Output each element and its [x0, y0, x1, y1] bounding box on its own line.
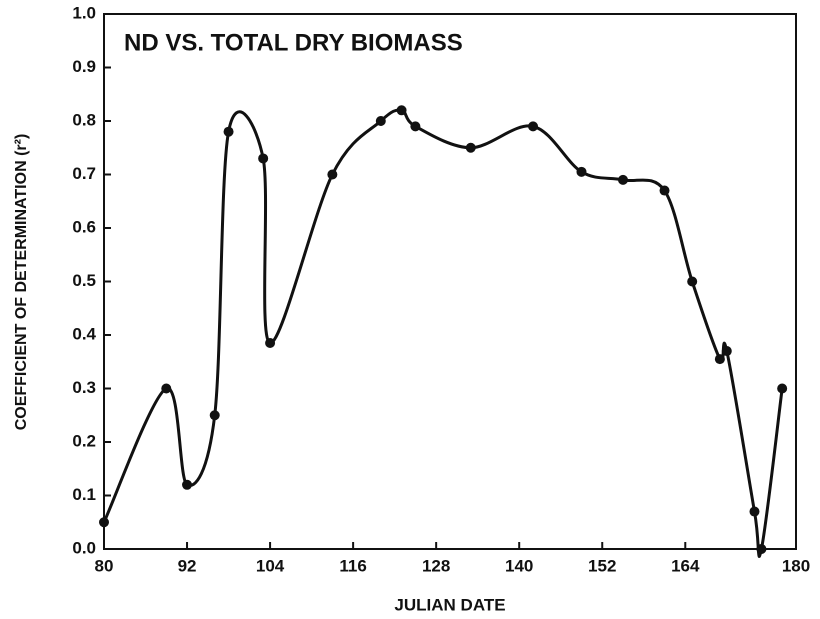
data-point	[258, 153, 269, 164]
x-tick-label: 92	[178, 556, 197, 575]
y-tick-label: 0.6	[72, 217, 96, 236]
data-point	[375, 116, 386, 126]
x-tick-label: 116	[339, 556, 366, 575]
data-point	[659, 185, 670, 196]
x-tick-label: 180	[782, 556, 810, 575]
data-point	[721, 346, 732, 357]
x-tick-label: 152	[588, 556, 616, 575]
y-tick-label: 0.0	[72, 538, 96, 557]
data-point	[161, 383, 172, 394]
y-tick-label: 0.3	[72, 378, 96, 397]
x-tick-label: 104	[256, 556, 285, 575]
data-point	[465, 142, 476, 153]
data-point	[327, 169, 338, 180]
data-point	[528, 121, 539, 132]
data-point	[618, 174, 628, 185]
y-tick-label: 1.0	[72, 3, 96, 22]
data-point	[410, 121, 421, 132]
data-point	[265, 338, 276, 349]
chart-title: ND VS. TOTAL DRY BIOMASS	[124, 29, 463, 56]
y-tick-label: 0.1	[72, 485, 96, 504]
data-point	[749, 506, 760, 517]
y-tick-label: 0.2	[72, 431, 96, 450]
data-point	[396, 105, 407, 116]
y-tick-label: 0.4	[72, 324, 96, 343]
x-axis-label: JULIAN DATE	[394, 595, 505, 614]
data-point	[182, 479, 193, 490]
data-point	[209, 410, 220, 421]
x-tick-label: 128	[422, 556, 450, 575]
y-tick-label: 0.5	[72, 271, 96, 290]
data-point	[687, 276, 698, 287]
x-tick-label: 80	[95, 556, 114, 575]
data-line	[102, 108, 784, 558]
x-tick-label: 140	[505, 556, 533, 575]
x-tick-label: 164	[671, 556, 700, 575]
y-axis-label: COEFFICIENT OF DETERMINATION (r²)	[13, 134, 30, 431]
data-point	[777, 383, 788, 394]
data-point	[714, 354, 725, 365]
data-point	[576, 166, 587, 177]
data-point	[99, 517, 109, 528]
y-tick-label: 0.7	[72, 164, 96, 183]
y-tick-label: 0.8	[72, 110, 96, 129]
data-point	[223, 126, 234, 137]
data-point	[756, 544, 767, 554]
y-tick-label: 0.9	[72, 57, 96, 76]
